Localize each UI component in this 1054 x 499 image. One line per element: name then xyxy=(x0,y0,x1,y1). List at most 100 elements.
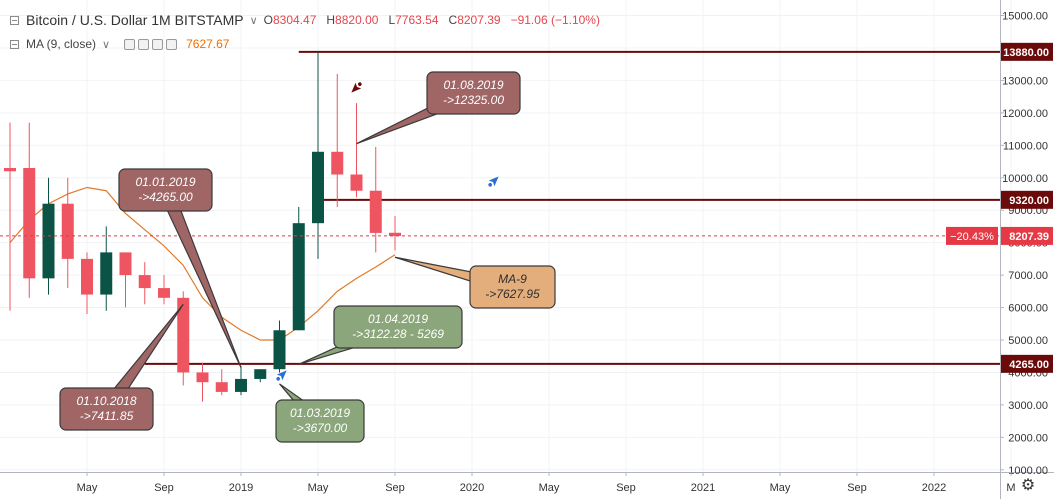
candle-body xyxy=(254,369,267,379)
y-tick-label: 13000.00 xyxy=(1002,75,1048,87)
ma9-line xyxy=(9,186,396,341)
indicator-controls xyxy=(124,38,180,50)
candle-body xyxy=(196,372,209,383)
y-tick-label: 12000.00 xyxy=(1002,108,1048,120)
gear-icon[interactable]: ⚙ xyxy=(1020,477,1036,494)
callout-line2: ->3122.28 - 5269 xyxy=(352,327,444,341)
candle xyxy=(254,369,267,383)
x-tick-label: 2019 xyxy=(229,482,253,494)
callout-line1: 01.08.2019 xyxy=(443,78,503,92)
x-tick-label: May xyxy=(770,482,791,494)
eye-icon[interactable] xyxy=(124,38,136,50)
callout-box xyxy=(333,305,463,349)
callout-2019-03: 01.03.2019->3670.00 xyxy=(275,383,365,443)
candle xyxy=(235,365,247,396)
rocket-body xyxy=(488,176,499,187)
candle xyxy=(61,177,74,289)
level-lines xyxy=(144,50,1000,365)
callout-box xyxy=(275,399,365,443)
callout-line2: ->7627.95 xyxy=(485,287,540,301)
x-tick-label: 2021 xyxy=(691,482,715,494)
change-readout: −91.06 (−1.10%) xyxy=(510,13,600,27)
callout-2018-10: 01.10.2018->7411.85 xyxy=(59,303,184,431)
ma-label[interactable]: MA (9, close) xyxy=(26,37,97,51)
x-tick-label: Sep xyxy=(616,482,636,494)
candle xyxy=(177,291,190,386)
ma-value: 7627.67 xyxy=(186,37,230,51)
open-readout: O8304.47 xyxy=(263,13,317,27)
close-icon[interactable] xyxy=(152,38,164,50)
candle-body xyxy=(138,275,151,289)
x-tick-label: 2020 xyxy=(460,482,484,494)
price-tag xyxy=(1001,42,1053,61)
callout-line1: 01.01.2019 xyxy=(135,175,195,189)
callout-box xyxy=(426,71,521,115)
candle-body xyxy=(100,252,113,295)
callout-line1: 01.03.2019 xyxy=(290,406,350,420)
y-tick-label: 3000.00 xyxy=(1008,400,1048,412)
callout-pointer xyxy=(158,186,242,368)
candle-body xyxy=(235,378,247,392)
candle-body xyxy=(61,203,74,259)
callout-line1: MA-9 xyxy=(498,272,527,286)
settings-icon[interactable] xyxy=(138,38,150,50)
rocket-flame xyxy=(488,183,492,187)
symbol-legend: Bitcoin / U.S. Dollar 1M BITSTAMP ∨ O830… xyxy=(10,11,600,29)
candle xyxy=(158,275,170,305)
chevron-down-icon[interactable]: ∨ xyxy=(249,14,258,27)
candle-body xyxy=(81,258,93,295)
collapse-icon[interactable] xyxy=(10,15,19,25)
y-tick-label: 10000.00 xyxy=(1002,173,1048,185)
candle xyxy=(389,216,401,251)
candle xyxy=(100,226,113,311)
chevron-down-icon[interactable]: ∨ xyxy=(102,38,111,51)
x-tick-label: 2022 xyxy=(922,482,946,494)
collapse-icon[interactable] xyxy=(10,39,19,49)
time-axis: May Sep 2019 May Sep 2020 May Sep 2021 May Sep 2022… xyxy=(77,472,1016,494)
callout-line1: 01.10.2018 xyxy=(76,394,136,408)
candle-body xyxy=(158,288,170,298)
candle-body xyxy=(177,297,190,373)
candle xyxy=(119,252,132,308)
rocket-flame xyxy=(358,82,362,86)
candle xyxy=(312,51,324,259)
candle xyxy=(23,122,36,298)
candle-body xyxy=(23,168,36,279)
y-tick-label: 5000.00 xyxy=(1008,335,1048,347)
callout-line2: ->4265.00 xyxy=(138,190,193,204)
low-readout: L7763.54 xyxy=(388,13,439,27)
callout-line2: ->7411.85 xyxy=(80,409,134,423)
candle xyxy=(273,320,286,373)
y-tick-label: 11000.00 xyxy=(1003,140,1048,152)
candle xyxy=(4,122,16,311)
price-tag xyxy=(1001,354,1053,373)
candle xyxy=(215,369,228,396)
candle-body xyxy=(312,151,324,224)
x-tick-label: Sep xyxy=(847,482,867,494)
candle-body xyxy=(331,151,344,175)
annotations: 01.08.2019->12325.0001.01.2019->4265.000… xyxy=(59,71,556,443)
candle-body xyxy=(389,232,401,236)
candle xyxy=(292,206,305,331)
x-tick-label: Sep xyxy=(154,482,174,494)
callout-box xyxy=(59,387,154,431)
candle-body xyxy=(273,330,286,370)
rocket-icon xyxy=(276,370,287,381)
more-icon[interactable] xyxy=(166,38,178,50)
candle-body xyxy=(350,174,363,191)
callout-line2: ->3670.00 xyxy=(293,421,348,435)
symbol-title[interactable]: Bitcoin / U.S. Dollar 1M BITSTAMP xyxy=(26,12,244,28)
x-tick-label: May xyxy=(77,482,98,494)
price-tag xyxy=(1001,190,1053,209)
y-tick-label: 7000.00 xyxy=(1008,270,1048,282)
candle-body xyxy=(119,252,132,276)
y-tick-label: 1000.00 xyxy=(1008,465,1048,477)
candle xyxy=(369,146,382,253)
candle xyxy=(331,73,344,207)
candle xyxy=(350,103,363,198)
rocket-icon xyxy=(351,82,362,93)
indicator-legend: MA (9, close) ∨ 7627.67 xyxy=(10,35,229,53)
candle-body xyxy=(369,190,382,233)
